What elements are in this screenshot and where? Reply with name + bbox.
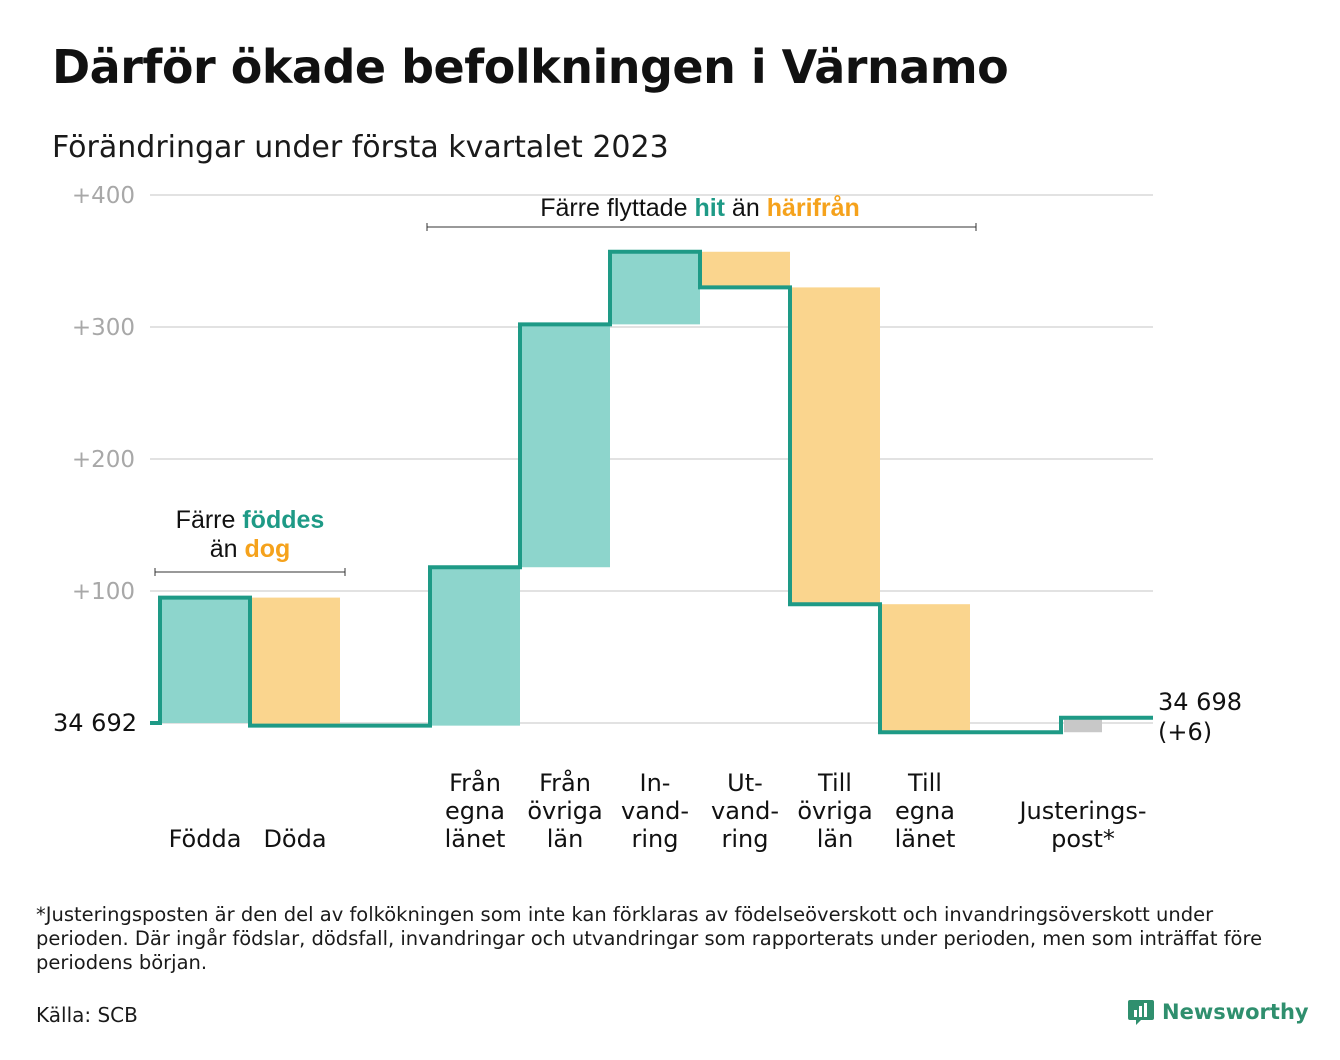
x-category-label: vand- [711, 797, 779, 825]
start-value-label: 34 692 [53, 709, 137, 737]
chart-subtitle: Förändringar under första kvartalet 2023 [52, 130, 669, 165]
x-category-label: län [817, 825, 854, 853]
brand-name: Newsworthy [1162, 1000, 1309, 1024]
x-category-label: ring [722, 825, 769, 853]
annotation-migration-text: Färre flyttade hit än härifrån [540, 194, 860, 222]
annotation-births-deaths: Färre föddes än dog [154, 506, 346, 576]
x-category-label: Från [539, 768, 591, 797]
category-labels: Födda DödaFrånegnalänetFrånövrigalänIn-va… [169, 768, 1147, 853]
footnote: *Justeringsposten är den del av folkökni… [36, 903, 1263, 974]
annotation-migration: Färre flyttade hit än härifrån [426, 194, 977, 231]
grid-lines: +400 +300 +200 +100 [72, 183, 1153, 724]
x-category-label: ring [632, 825, 679, 853]
y-tick-label: +300 [72, 315, 135, 341]
x-category-label: vand- [621, 797, 689, 825]
end-value-label: 34 698 [1158, 688, 1242, 716]
running-total-path [150, 249, 1153, 735]
x-category-label: övriga [797, 797, 872, 825]
chart-title: Därför ökade befolkningen i Värnamo [52, 40, 1009, 94]
annotation-births-line2: än dog [210, 535, 291, 563]
running-total-line [150, 249, 1153, 735]
x-category-label: Döda [263, 825, 326, 853]
waterfall-chart: +400+300+200+100 Födda DödaFrånegnalänetF… [53, 183, 1242, 853]
bar [700, 251, 790, 288]
bars [160, 251, 1102, 733]
x-category-label: Justerings- [1017, 797, 1146, 825]
x-category-label: Ut- [727, 769, 763, 797]
x-category-label: In- [640, 769, 671, 797]
end-change-label: (+6) [1158, 718, 1212, 746]
bar [790, 287, 880, 605]
bar [610, 251, 700, 325]
x-category-label: egna [445, 797, 505, 825]
bar [160, 597, 250, 723]
bar [880, 604, 970, 733]
brand-logo[interactable]: Newsworthy [1128, 998, 1309, 1026]
y-tick-label: +400 [72, 183, 135, 209]
x-category-label: Till [907, 769, 942, 797]
x-category-label: Från [449, 768, 501, 797]
y-tick-label: +100 [72, 579, 135, 605]
annotation-births-line1: Färre föddes [176, 506, 325, 534]
x-category-label: post* [1051, 825, 1115, 853]
x-category-label: egna [895, 797, 955, 825]
y-tick-label: +200 [72, 447, 135, 473]
source-note: Källa: SCB [36, 1003, 138, 1027]
x-category-label: Till [817, 769, 852, 797]
newsworthy-logo-icon [1128, 1000, 1154, 1025]
bar [520, 324, 610, 568]
x-category-label: länet [445, 825, 506, 853]
bar [1064, 717, 1102, 733]
x-category-label: Födda [169, 825, 242, 853]
x-category-label: län [547, 825, 584, 853]
x-category-label: länet [895, 825, 956, 853]
x-category-label: övriga [527, 797, 602, 825]
bar [250, 597, 340, 726]
bar [430, 567, 520, 726]
